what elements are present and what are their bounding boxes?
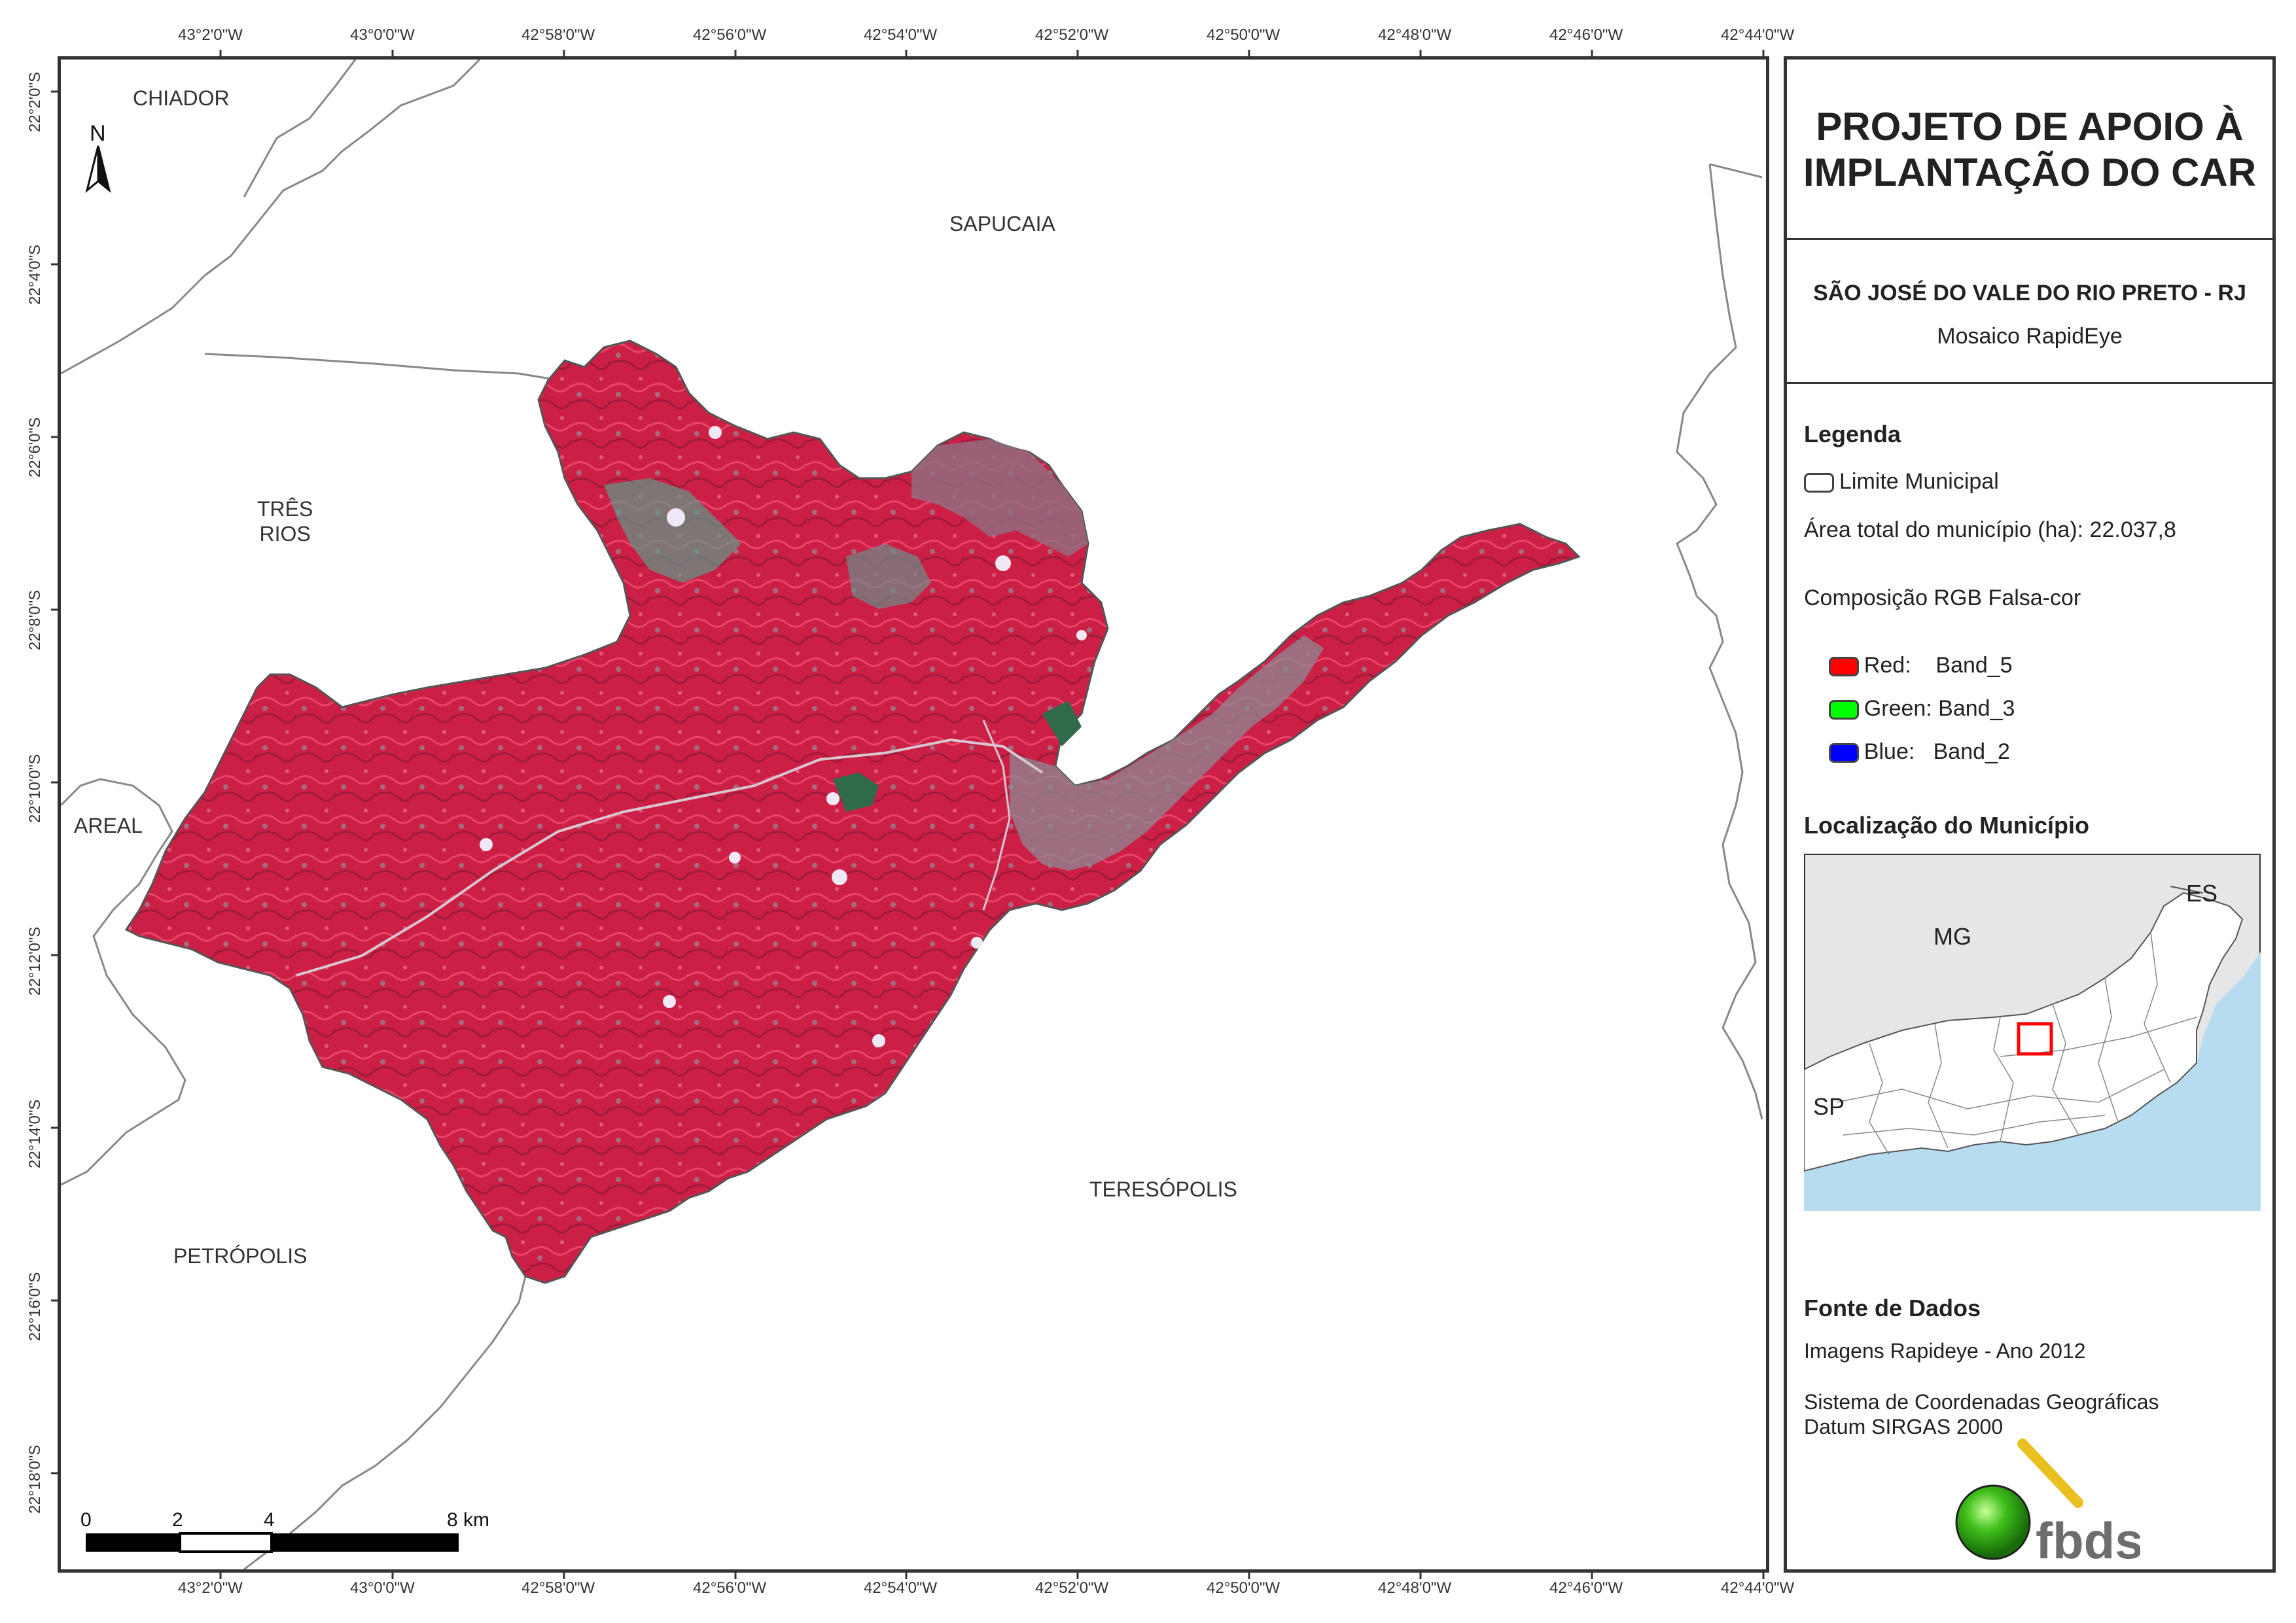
municipality-name: SÃO JOSÉ DO VALE DO RIO PRETO - RJ xyxy=(1813,281,2246,305)
lon-label: 42°52'0"W xyxy=(1035,26,1109,44)
place-sapucaia: SAPUCAIA xyxy=(949,212,1055,236)
lon-label: 42°58'0"W xyxy=(521,26,595,44)
scale-label-4: 4 xyxy=(264,1509,275,1531)
limite-swatch xyxy=(1804,473,1834,493)
place-chiador: CHIADOR xyxy=(133,86,230,110)
lon-label: 42°52'0"W xyxy=(1035,1579,1109,1597)
scale-label-0: 0 xyxy=(80,1509,92,1531)
lon-label: 43°0'0"W xyxy=(350,26,415,44)
place-teresopolis: TERESÓPOLIS xyxy=(1089,1178,1237,1201)
scale-label-8: 8 km xyxy=(447,1509,489,1531)
inset-label-mg: MG xyxy=(1934,923,1971,950)
legend-limite: Limite Municipal xyxy=(1804,469,1999,495)
lon-label: 42°54'0"W xyxy=(864,1579,938,1597)
lon-label: 42°56'0"W xyxy=(693,1579,767,1597)
lon-label: 42°50'0"W xyxy=(1207,1579,1280,1597)
lon-label: 42°56'0"W xyxy=(693,26,767,44)
title-block: PROJETO DE APOIO À IMPLANTAÇÃO DO CAR xyxy=(1787,60,2272,240)
area-total: Área total do município (ha): 22.037,8 xyxy=(1804,517,2176,542)
blue-swatch xyxy=(1828,743,1859,763)
inset-label-es: ES xyxy=(2186,880,2218,907)
limite-label: Limite Municipal xyxy=(1839,469,1999,494)
map-frame: N 0 2 4 8 km CHIADOR SAPUCAIA TRÊS RIOS … xyxy=(58,56,1769,1573)
lon-label: 43°2'0"W xyxy=(178,26,243,44)
lon-label: 42°44'0"W xyxy=(1721,1579,1795,1597)
map-canvas: N 0 2 4 8 km xyxy=(61,60,1763,1569)
lon-label: 42°58'0"W xyxy=(521,1579,595,1597)
north-arrow-icon: N xyxy=(85,121,111,194)
location-heading: Localização do Município xyxy=(1804,812,2090,839)
lon-label: 43°0'0"W xyxy=(350,1579,415,1597)
place-petropolis: PETRÓPOLIS xyxy=(173,1244,308,1268)
place-areal: AREAL xyxy=(74,814,143,837)
lon-label: 43°2'0"W xyxy=(178,1579,243,1597)
north-label: N xyxy=(90,121,106,146)
lon-label: 42°46'0"W xyxy=(1549,26,1623,44)
source-heading: Fonte de Dados xyxy=(1804,1295,1981,1321)
fbds-logo-icon: fbds xyxy=(1955,1439,2140,1568)
scale-label-2: 2 xyxy=(172,1509,183,1531)
legend-blue: Blue: Band_2 xyxy=(1804,714,2010,790)
inset-label-sp: SP xyxy=(1813,1093,1845,1120)
inset-map xyxy=(1804,854,2261,1211)
title-line2: IMPLANTAÇÃO DO CAR xyxy=(1803,150,2257,194)
coordinate-system: Sistema de Coordenadas Geográficas xyxy=(1804,1390,2159,1414)
legend-green: Green: Band_3 xyxy=(1804,671,2015,747)
lon-label: 42°46'0"W xyxy=(1549,1579,1623,1597)
info-panel: PROJETO DE APOIO À IMPLANTAÇÃO DO CAR SÃ… xyxy=(1784,56,2276,1573)
lon-label: 42°44'0"W xyxy=(1721,26,1795,44)
place-tres-rios: TRÊS RIOS xyxy=(257,497,313,546)
red-label: Red: Band_5 xyxy=(1863,653,2013,678)
lon-label: 42°50'0"W xyxy=(1207,26,1280,44)
blue-label: Blue: Band_2 xyxy=(1863,739,2010,764)
municipality-raster xyxy=(124,340,1581,1284)
source-images: Imagens Rapideye - Ano 2012 xyxy=(1804,1339,2086,1363)
green-swatch xyxy=(1828,700,1859,720)
legend-red: Red: Band_5 xyxy=(1804,627,2013,704)
red-swatch xyxy=(1828,657,1859,677)
green-label: Green: Band_3 xyxy=(1863,696,2015,721)
datum: Datum SIRGAS 2000 xyxy=(1804,1415,2004,1439)
rgb-heading: Composição RGB Falsa-cor xyxy=(1804,585,2081,610)
logo-text: fbds xyxy=(2036,1512,2140,1568)
lon-label: 42°48'0"W xyxy=(1378,26,1452,44)
location-marker xyxy=(2017,1022,2053,1056)
lon-label: 42°54'0"W xyxy=(864,26,938,44)
legend-heading: Legenda xyxy=(1804,421,1901,447)
scale-bar: 0 2 4 8 km xyxy=(80,1509,489,1553)
title-line1: PROJETO DE APOIO À xyxy=(1816,105,2244,148)
municipality-block: SÃO JOSÉ DO VALE DO RIO PRETO - RJ Mosai… xyxy=(1787,240,2272,384)
mosaic-label: Mosaico RapidEye xyxy=(1937,324,2123,349)
lon-label: 42°48'0"W xyxy=(1378,1579,1452,1597)
